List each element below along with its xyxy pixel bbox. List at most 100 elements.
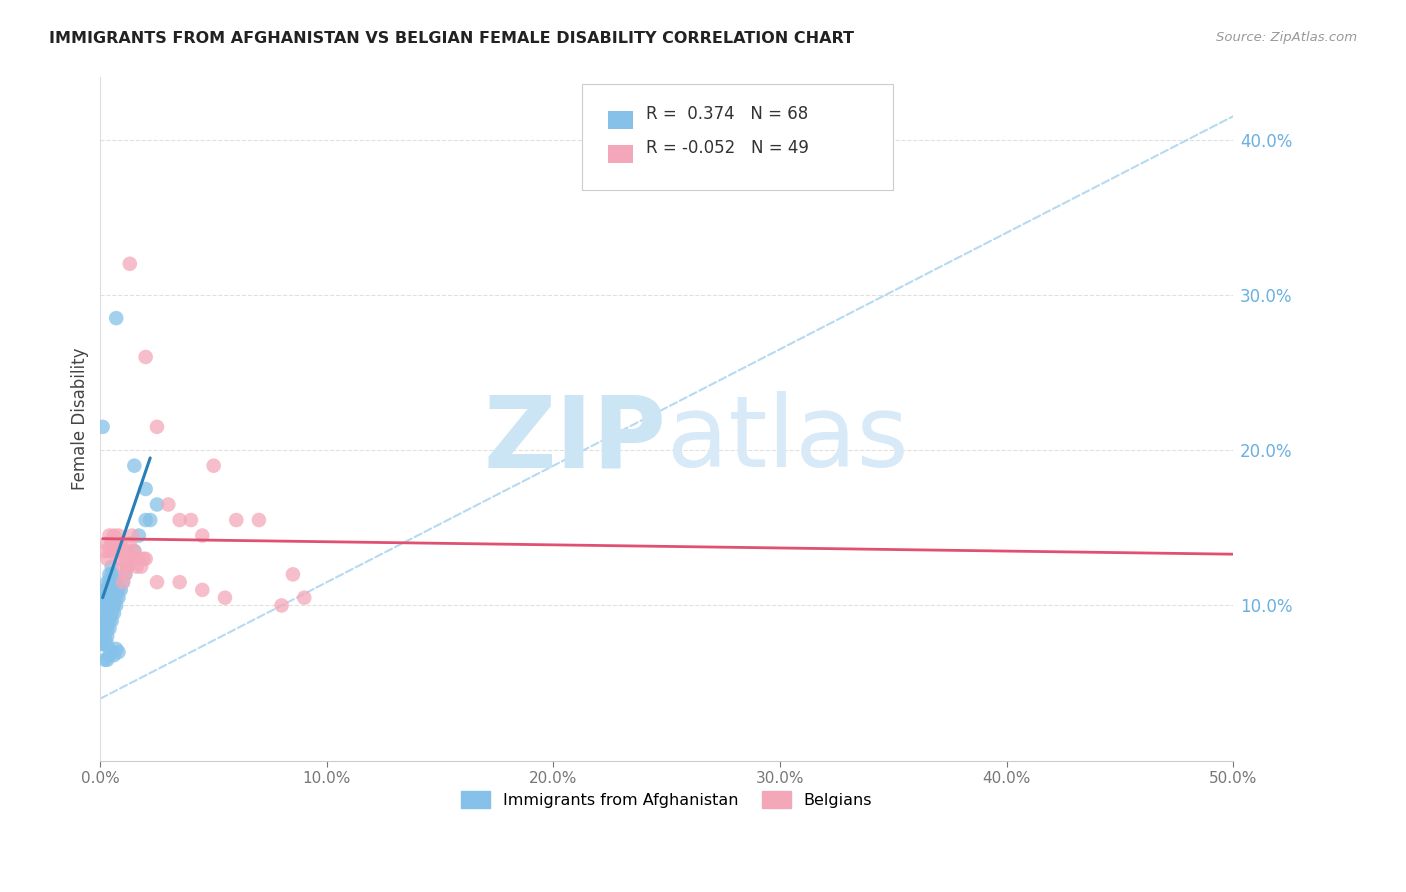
Point [124, 544, 146, 558]
Point [139, 513, 162, 527]
Point [103, 606, 125, 620]
Text: R =  0.374   N = 68: R = 0.374 N = 68 [647, 104, 808, 123]
Point [118, 552, 141, 566]
Point [111, 575, 134, 590]
Text: ZIP: ZIP [484, 391, 666, 488]
Point [100, 536, 122, 550]
FancyBboxPatch shape [582, 84, 893, 190]
Point [100, 614, 122, 628]
Point [135, 482, 157, 496]
Point [98, 591, 121, 605]
Point [94, 582, 117, 597]
Point [98, 599, 121, 613]
Point [114, 567, 136, 582]
Point [100, 567, 122, 582]
Point [124, 544, 146, 558]
Point [96, 575, 118, 590]
Point [100, 606, 122, 620]
Point [103, 544, 125, 558]
Point [110, 582, 132, 597]
Point [94, 614, 117, 628]
Point [94, 591, 117, 605]
Point [100, 575, 122, 590]
Point [117, 544, 139, 558]
Point [103, 567, 125, 582]
Point [91, 637, 114, 651]
Point [191, 528, 214, 542]
Point [111, 559, 134, 574]
Point [103, 648, 125, 662]
Point [105, 582, 128, 597]
Point [117, 559, 139, 574]
Point [107, 645, 129, 659]
Point [191, 582, 214, 597]
Point [94, 544, 117, 558]
Point [135, 513, 157, 527]
Point [105, 591, 128, 605]
Point [96, 582, 118, 597]
Point [96, 552, 118, 566]
Point [96, 606, 118, 620]
Point [94, 599, 117, 613]
Point [96, 599, 118, 613]
Point [94, 606, 117, 620]
Point [98, 582, 121, 597]
Point [107, 528, 129, 542]
Point [146, 498, 169, 512]
Point [94, 630, 117, 644]
Point [94, 637, 117, 651]
Point [107, 544, 129, 558]
Point [146, 575, 169, 590]
Point [100, 599, 122, 613]
Legend: Immigrants from Afghanistan, Belgians: Immigrants from Afghanistan, Belgians [456, 785, 879, 814]
Point [91, 420, 114, 434]
Point [118, 257, 141, 271]
Point [118, 552, 141, 566]
Point [100, 536, 122, 550]
Point [96, 637, 118, 651]
Point [247, 513, 270, 527]
Point [125, 559, 148, 574]
Point [135, 552, 157, 566]
Point [96, 653, 118, 667]
Text: atlas: atlas [666, 391, 908, 488]
Point [110, 536, 132, 550]
Point [94, 653, 117, 667]
Point [128, 552, 150, 566]
Point [96, 536, 118, 550]
Point [96, 630, 118, 644]
Point [98, 544, 121, 558]
FancyBboxPatch shape [607, 145, 633, 163]
Point [270, 599, 292, 613]
Point [98, 606, 121, 620]
Point [117, 559, 139, 574]
Point [202, 458, 225, 473]
Point [117, 559, 139, 574]
Text: Source: ZipAtlas.com: Source: ZipAtlas.com [1216, 31, 1357, 45]
Point [111, 544, 134, 558]
Point [100, 645, 122, 659]
Point [103, 575, 125, 590]
Point [129, 559, 152, 574]
Point [169, 575, 191, 590]
Point [114, 552, 136, 566]
Point [128, 528, 150, 542]
Point [103, 528, 125, 542]
Point [98, 622, 121, 636]
Point [180, 513, 202, 527]
Point [100, 591, 122, 605]
Point [157, 498, 180, 512]
Point [281, 567, 304, 582]
Point [100, 559, 122, 574]
Point [169, 513, 191, 527]
Point [103, 599, 125, 613]
Point [111, 575, 134, 590]
Point [107, 582, 129, 597]
Point [91, 622, 114, 636]
Point [105, 641, 128, 656]
Point [121, 552, 143, 566]
Point [96, 591, 118, 605]
Point [292, 591, 315, 605]
Point [118, 536, 141, 550]
Point [91, 614, 114, 628]
